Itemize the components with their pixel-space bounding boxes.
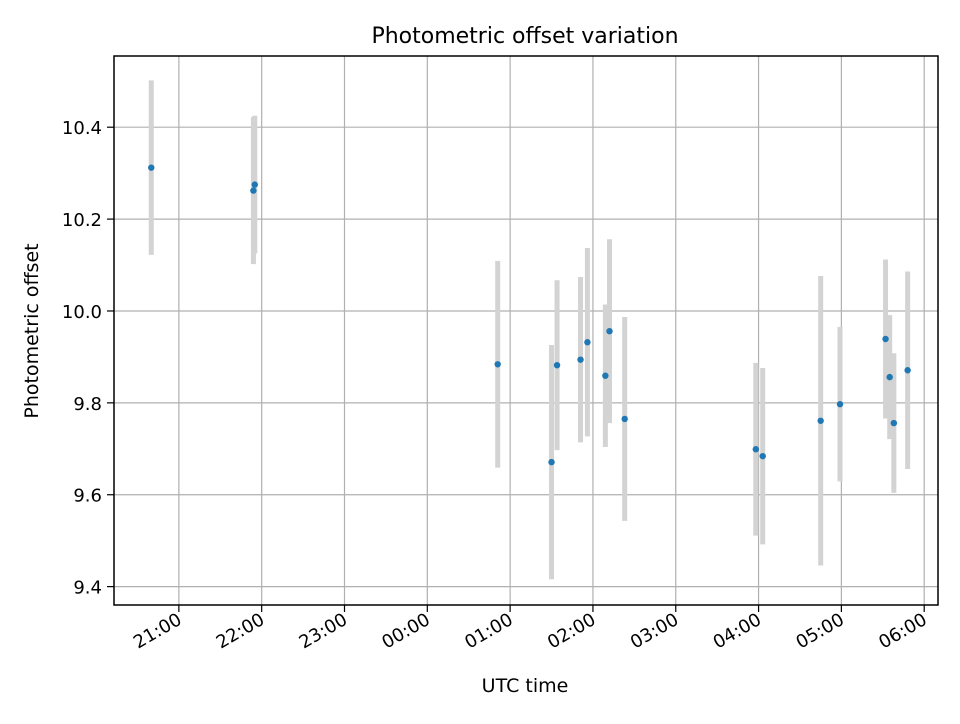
x-tick-label: 01:00 [461, 609, 516, 653]
plot-frame [113, 55, 939, 606]
y-axis-label: Photometric offset [21, 243, 43, 418]
data-point [890, 419, 898, 427]
data-point [621, 415, 628, 423]
x-tick-label: 23:00 [296, 609, 351, 653]
x-tick-label: 22:00 [213, 609, 268, 653]
x-axis: 21:00 22:00 23:00 00:00 01:00 02:00 03:00 04:00… [130, 605, 931, 653]
data-point [494, 361, 501, 368]
data-point [250, 187, 257, 194]
data-point [606, 327, 613, 335]
y-tick-label: 10.0 [62, 302, 102, 323]
data-point [553, 361, 561, 369]
y-axis: 9.4 9.6 9.8 10.0 10.2 10.4 [62, 118, 114, 599]
data-point [251, 181, 258, 188]
y-tick-label: 10.2 [62, 210, 102, 231]
x-tick-label: 03:00 [627, 609, 682, 653]
data-point [548, 458, 555, 466]
data-point [817, 417, 824, 424]
y-tick-label: 9.4 [73, 578, 102, 599]
y-tick-label: 9.6 [73, 486, 102, 507]
data-point [886, 373, 893, 381]
y-tick-label: 9.8 [73, 394, 102, 415]
data-point [602, 372, 609, 379]
data-point [584, 339, 591, 346]
data-point [759, 452, 766, 460]
x-axis-label: UTC time [482, 675, 569, 697]
grid [114, 56, 938, 605]
x-tick-label: 06:00 [875, 609, 930, 653]
data-point [752, 446, 760, 453]
data-points [148, 164, 911, 466]
x-tick-label: 00:00 [378, 609, 433, 653]
data-point [836, 401, 844, 408]
y-tick-label: 10.4 [62, 118, 102, 139]
error-bars [148, 80, 911, 580]
data-point [882, 335, 889, 343]
x-tick-label: 04:00 [710, 609, 765, 653]
x-tick-label: 21:00 [130, 609, 185, 653]
data-point [577, 356, 584, 363]
x-tick-label: 05:00 [792, 609, 847, 653]
data-point [148, 164, 155, 171]
data-point [904, 367, 911, 374]
x-tick-label: 02:00 [544, 609, 599, 653]
chart-title: Photometric offset variation [371, 24, 678, 49]
